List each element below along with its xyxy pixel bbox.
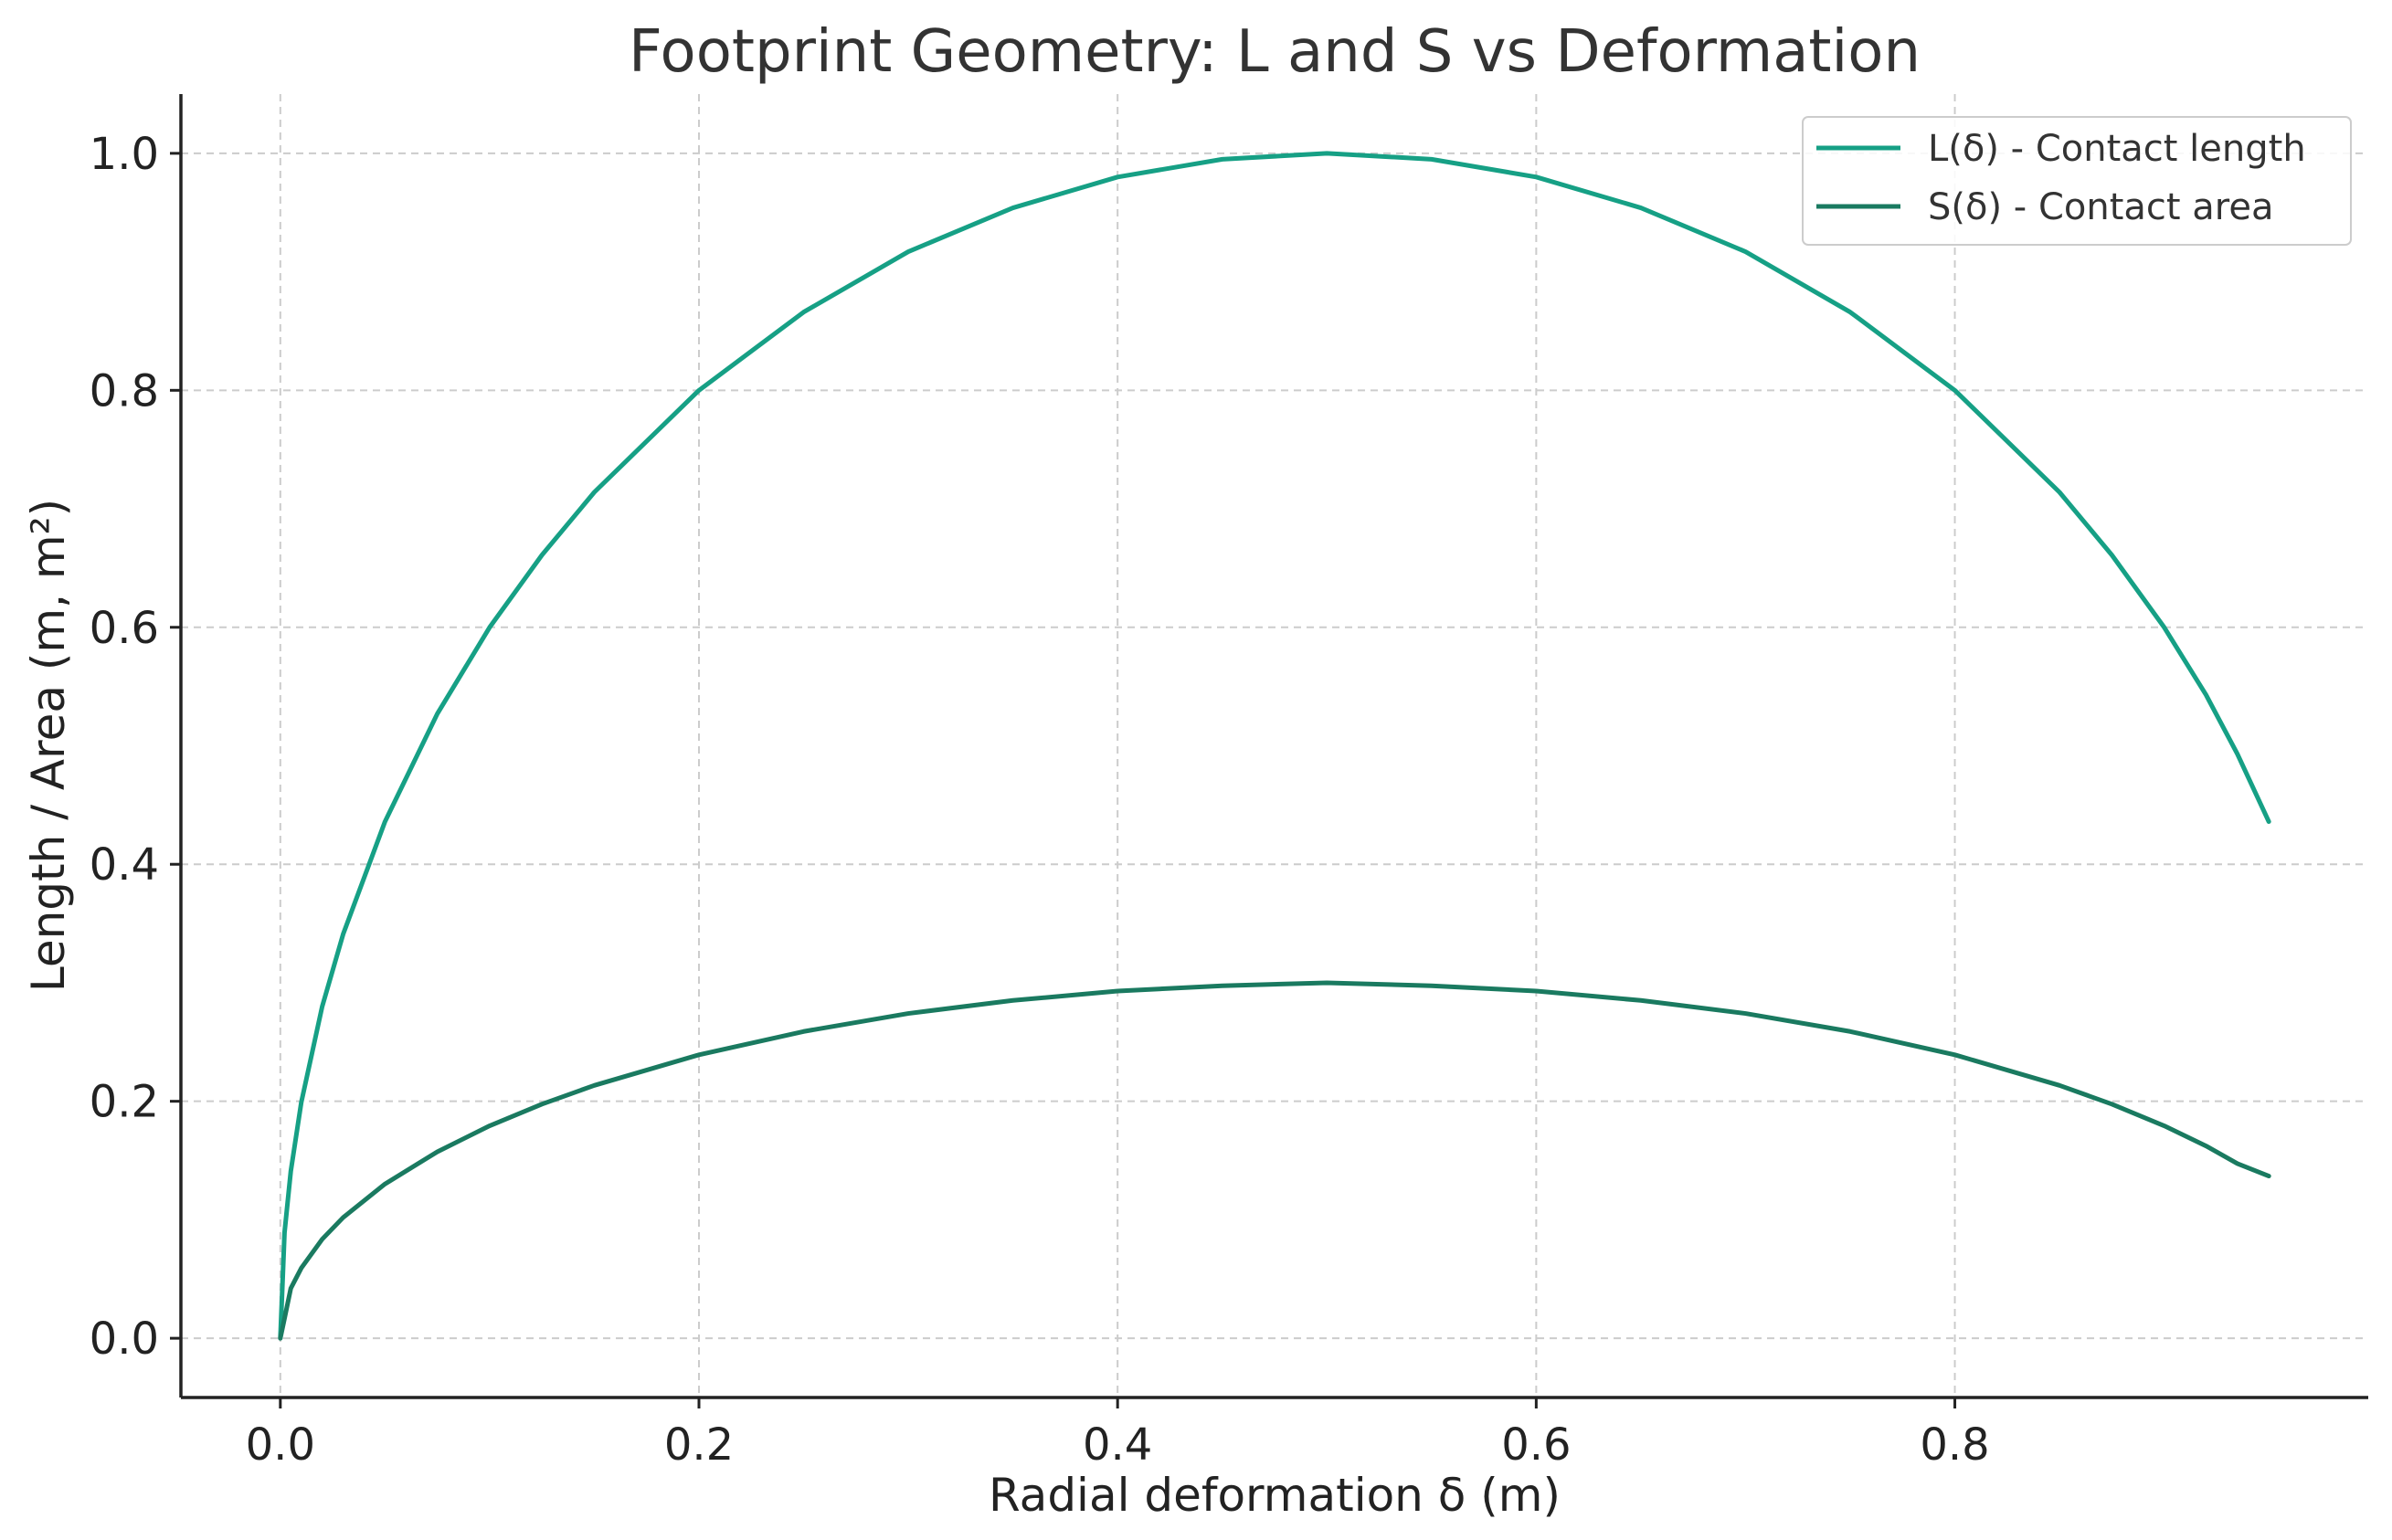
ticks: 0.0 0.2 0.4 0.6 0.8 0.0 0.2 0.4 0.6 0.8 1.0 — [90, 129, 1990, 1471]
y-tick-label: 0.6 — [90, 603, 159, 654]
series-lines — [278, 151, 2271, 1341]
chart-title: Footprint Geometry: L and S vs Deformati… — [629, 18, 1921, 86]
series-line-s — [278, 980, 2271, 1341]
axes — [179, 94, 2368, 1399]
y-tick-label: 1.0 — [90, 129, 159, 180]
y-tick-label: 0.0 — [90, 1313, 159, 1365]
legend-label-l: L(δ) - Contact length — [1928, 128, 2306, 170]
legend-label-s: S(δ) - Contact area — [1928, 186, 2273, 228]
x-tick-label: 0.2 — [664, 1419, 734, 1471]
y-tick-label: 0.4 — [90, 839, 159, 891]
x-tick-label: 0.8 — [1920, 1419, 1989, 1471]
x-tick-label: 0.4 — [1083, 1419, 1152, 1471]
grid — [181, 94, 2368, 1398]
series-line-l — [278, 151, 2271, 1341]
legend-box — [1802, 116, 2352, 246]
y-axis-label: Length / Area (m, m²) — [22, 499, 75, 992]
x-axis-label: Radial deformation δ (m) — [989, 1469, 1561, 1522]
legend: L(δ) - Contact length S(δ) - Contact are… — [1802, 116, 2352, 246]
y-tick-label: 0.8 — [90, 365, 159, 417]
y-tick-label: 0.2 — [90, 1077, 159, 1128]
x-tick-label: 0.0 — [246, 1419, 315, 1471]
x-tick-label: 0.6 — [1501, 1419, 1571, 1471]
